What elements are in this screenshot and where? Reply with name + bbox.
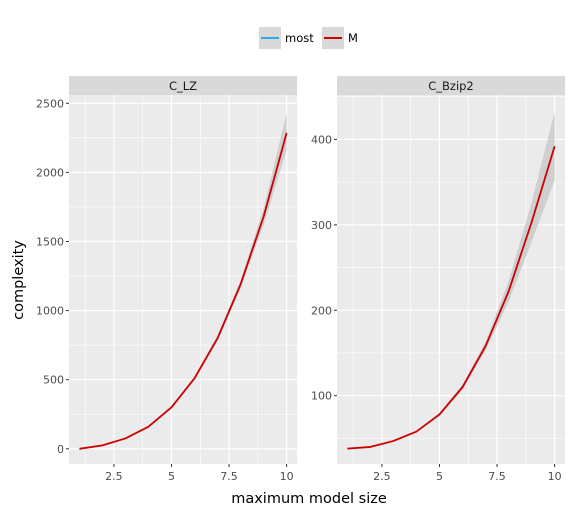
legend-label: most: [285, 31, 314, 45]
x-tick-label: 7.5: [220, 470, 238, 483]
x-tick-label: 5: [168, 470, 175, 483]
facet-panel-C_Bzip2: C_Bzip2 2.5 5 7.5 10 100 200 300 400: [311, 76, 565, 483]
y-tick-label: 2000: [36, 166, 64, 179]
x-tick-label: 7.5: [488, 470, 506, 483]
x-tick-label: 10: [280, 470, 294, 483]
facet-strip-label: C_LZ: [169, 79, 197, 93]
y-tick-label: 100: [311, 390, 332, 403]
y-tick-label: 1000: [36, 305, 64, 318]
y-tick-label: 300: [311, 219, 332, 232]
legend-item-M: M: [322, 27, 358, 49]
facet-panel-C_LZ: C_LZ 2.5 5 7.5 10 0 500 1000 1500 2000 2500: [36, 76, 297, 483]
panel-background: [69, 95, 297, 464]
x-tick-label: 2.5: [373, 470, 391, 483]
legend: most M: [259, 27, 358, 49]
x-tick-label: 5: [436, 470, 443, 483]
legend-label: M: [348, 31, 358, 45]
facet-panels: C_LZ2.5 5 7.5 1005001000150020002500C_Bzip2…: [36, 76, 565, 483]
y-tick-label: 0: [57, 443, 64, 456]
series-line-M: [79, 132, 288, 450]
y-tick-label: 2500: [36, 97, 64, 110]
x-axis-label: maximum model size: [231, 491, 387, 507]
legend-item-most: most: [259, 27, 314, 49]
y-axis-label: complexity: [11, 240, 27, 320]
y-tick-label: 400: [311, 133, 332, 146]
facet-strip-label: C_Bzip2: [428, 79, 474, 93]
series-line-M: [347, 145, 556, 450]
facet-strip: [69, 76, 297, 95]
x-tick-label: 2.5: [105, 470, 123, 483]
facet-strip: [337, 76, 565, 95]
y-tick-label: 500: [43, 374, 64, 387]
panel-background: [337, 95, 565, 464]
y-tick-label: 200: [311, 304, 332, 317]
y-tick-label: 1500: [36, 235, 64, 248]
x-tick-label: 10: [548, 470, 562, 483]
